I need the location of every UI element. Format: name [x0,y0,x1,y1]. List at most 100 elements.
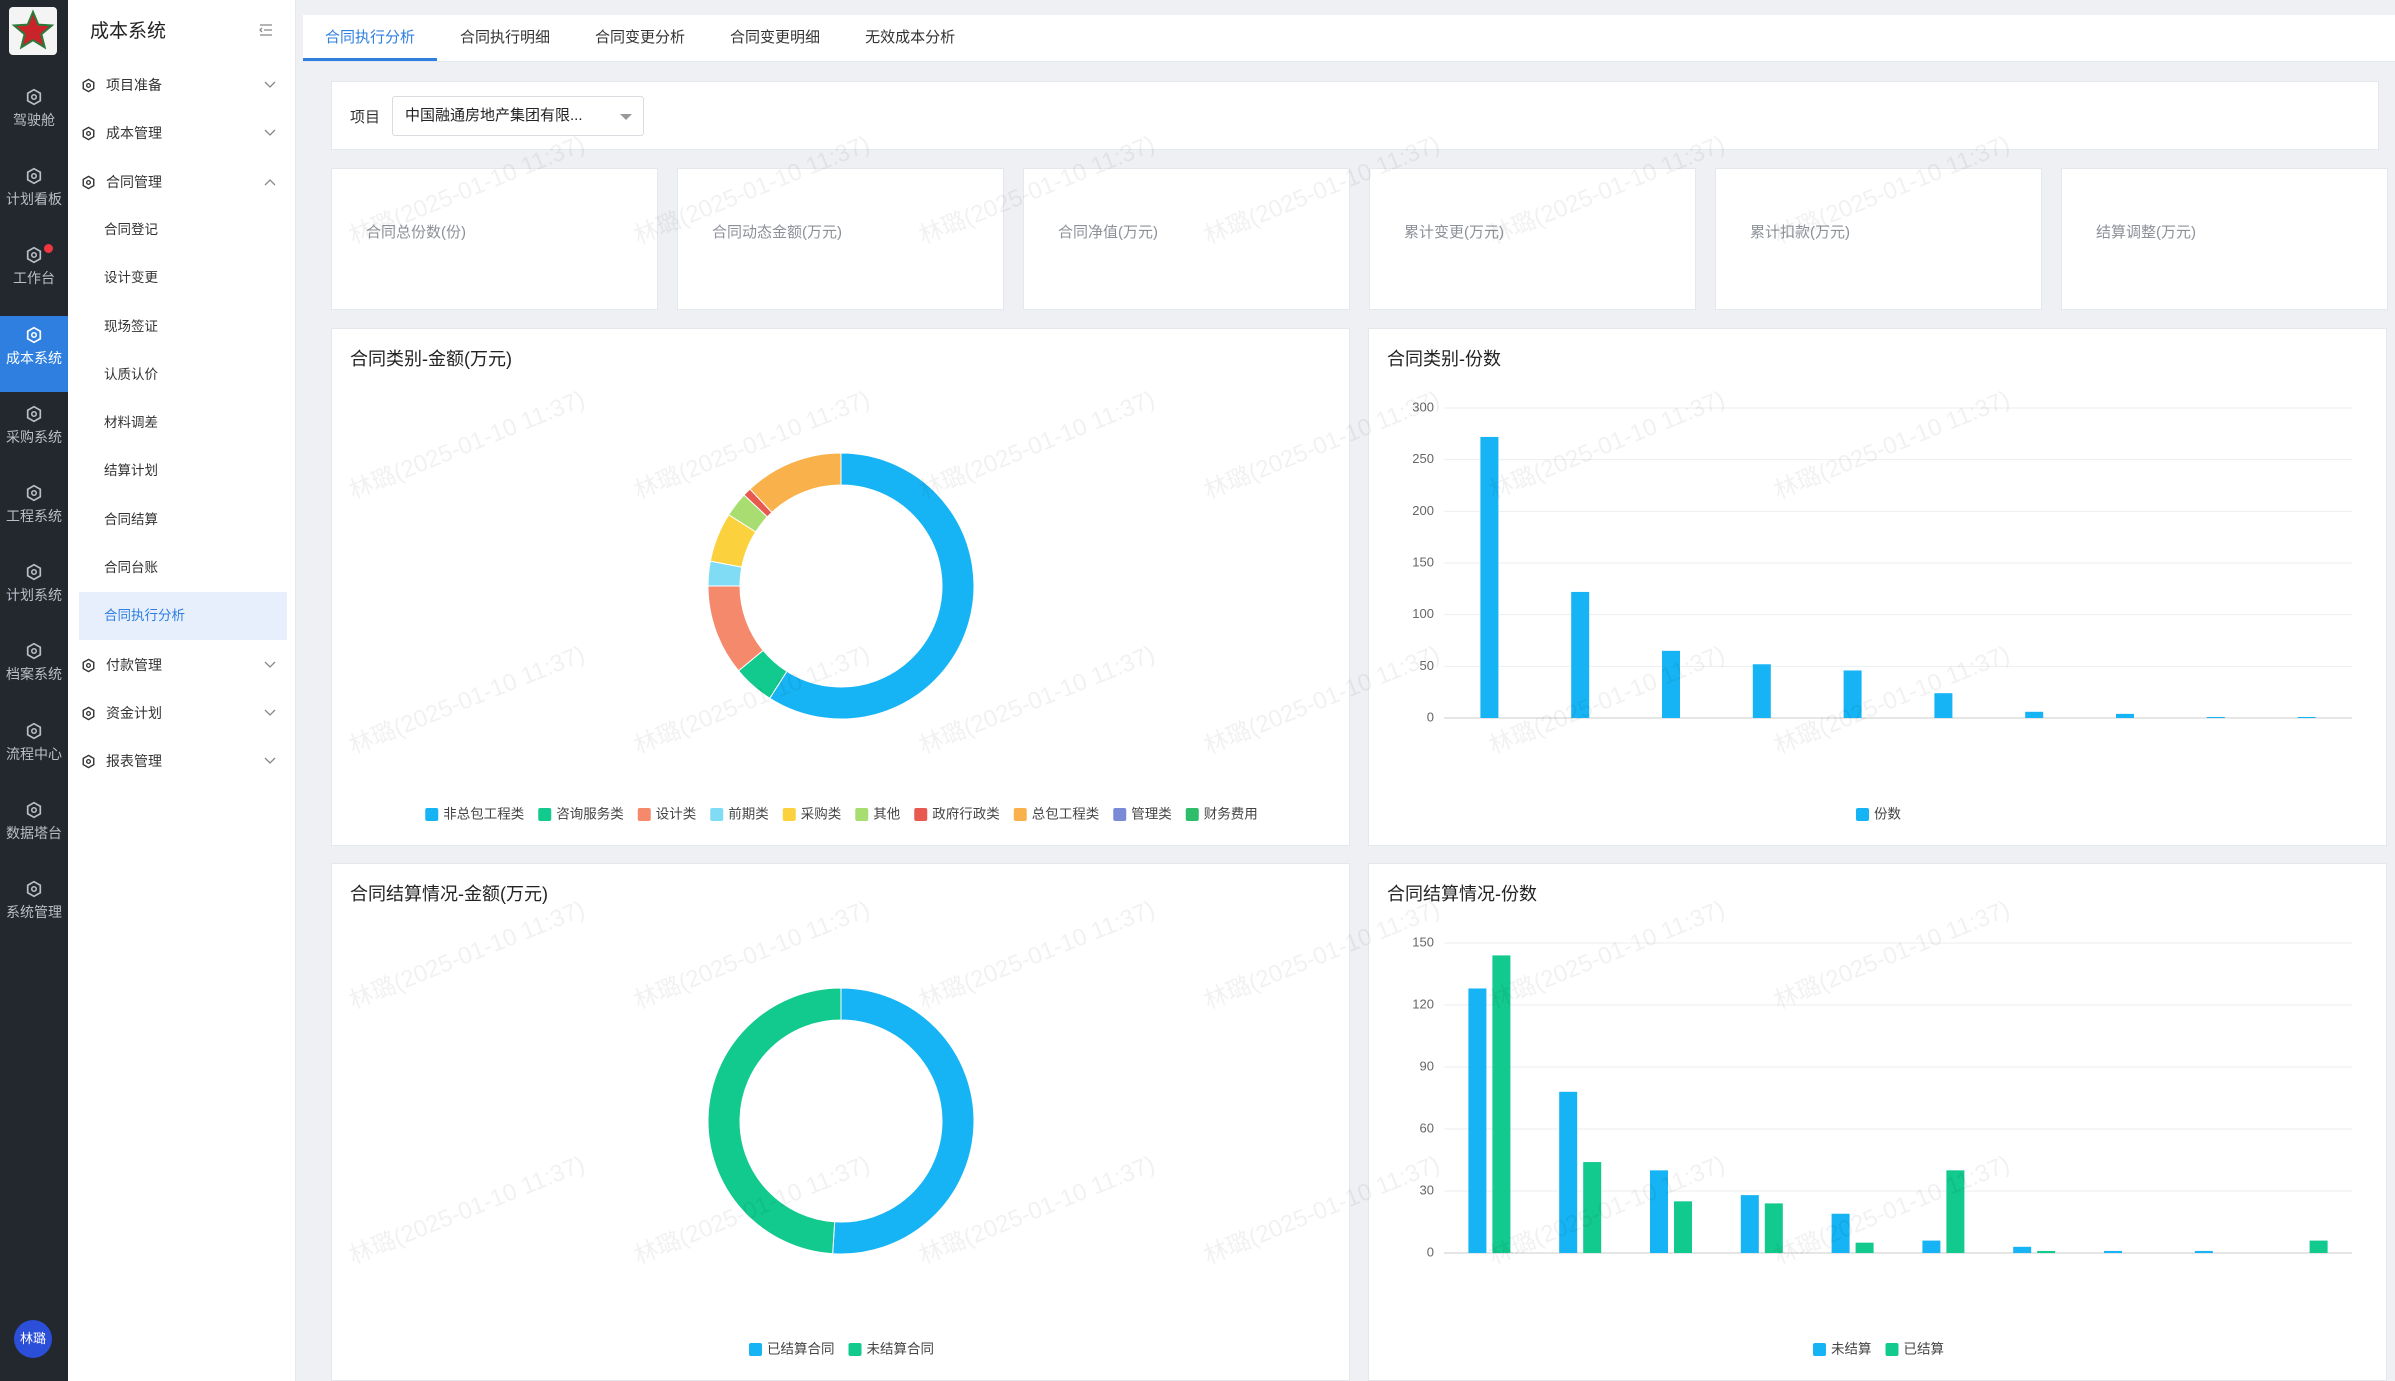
legend-label[interactable]: 前期类 [728,806,769,822]
legend-label[interactable]: 财务费用 [1204,807,1258,822]
menu-item-label: 材料调差 [104,415,158,431]
bar[interactable] [1571,591,1590,718]
legend-label[interactable]: 总包工程类 [1032,807,1100,822]
rail-item[interactable]: 采购系统 [0,395,68,471]
rail-item[interactable]: 系统管理 [0,870,68,946]
legend-label[interactable]: 未结算合同 [867,1342,935,1357]
chevron-shape [264,81,276,88]
menu-item[interactable]: 合同执行分析 [79,592,287,641]
legend-label[interactable]: 咨询服务类 [556,807,624,822]
menu-item[interactable]: 现场签证 [79,303,287,351]
menu-group-label: 项目准备 [106,77,162,93]
bar[interactable] [2025,711,2044,718]
menu-group[interactable]: 资金计划 [68,689,296,737]
icon [82,658,95,672]
chart-title: 合同结算情况-份数 [1387,884,1537,904]
menu-item[interactable]: 合同台账 [79,544,287,592]
rail-item[interactable]: 成本系统 [0,315,68,392]
icon [26,722,42,739]
donut-segment[interactable] [769,452,975,720]
bar[interactable] [2104,1250,2122,1253]
menu-item[interactable]: 合同登记 [79,206,287,254]
collapse-icon[interactable] [258,22,274,38]
icon-dot [30,252,38,259]
bar[interactable] [2037,1250,2056,1253]
menu-item-label: 认质认价 [104,366,158,382]
bar[interactable] [1492,955,1511,1253]
legend: 未结算 已结算 [1813,1342,1944,1357]
menu-group[interactable]: 付款管理 [68,641,296,689]
bar[interactable] [2309,1240,2328,1253]
rail-item[interactable]: 工程系统 [0,474,68,550]
bar[interactable] [2206,716,2225,718]
legend-swatch [1113,808,1127,821]
menu-group[interactable]: 成本管理 [68,109,296,157]
legend-label[interactable]: 管理类 [1131,807,1172,822]
logo-star [11,9,55,50]
tab[interactable]: 合同变更分析 [595,29,686,46]
project-select[interactable]: 中国融通房地产集团有限... [392,96,644,136]
bar[interactable] [1764,1203,1783,1253]
bar[interactable] [1946,1170,1965,1253]
legend-label[interactable]: 份数 [1874,807,1902,822]
rail-item[interactable]: 档案系统 [0,632,68,708]
bar[interactable] [1855,1242,1874,1253]
bar[interactable] [1674,1201,1692,1253]
kpi-card: 结算调整(万元) [2061,168,2388,310]
legend-label[interactable]: 其他 [873,807,900,822]
rail-item[interactable]: 数据塔台 [0,791,68,867]
menu-item[interactable]: 材料调差 [79,399,287,447]
rail-label: 驾驶舱 [13,112,55,128]
rail-item[interactable]: 工作台 [0,236,68,312]
rail-item[interactable]: 流程中心 [0,712,68,788]
icon-shape [26,247,42,264]
tab[interactable]: 无效成本分析 [865,29,956,46]
legend-label[interactable]: 未结算 [1831,1342,1872,1357]
menu-item[interactable]: 结算计划 [79,447,287,495]
bar[interactable] [2116,713,2134,718]
rail-item[interactable]: 计划系统 [0,553,68,629]
bar[interactable] [1559,1091,1578,1253]
menu-group[interactable]: 项目准备 [68,61,296,109]
menu-group[interactable]: 报表管理 [68,737,296,785]
legend-label[interactable]: 政府行政类 [932,807,1000,822]
rail-item[interactable]: 计划看板 [0,157,68,233]
bar[interactable] [1480,436,1499,718]
chevron-shape [264,661,276,668]
bar[interactable] [1922,1240,1941,1253]
bar[interactable] [2297,716,2316,718]
tab[interactable]: 合同变更明细 [730,29,821,46]
legend-label[interactable]: 已结算合同 [767,1342,835,1357]
avatar[interactable]: 林璐 [14,1320,52,1358]
donut-segment[interactable] [749,452,842,514]
icon-dot [85,710,92,716]
bar[interactable] [2013,1246,2032,1253]
bar[interactable] [1468,988,1487,1253]
legend-label[interactable]: 已结算 [1904,1342,1945,1357]
bar[interactable] [1583,1162,1602,1253]
menu-item-label: 合同结算 [104,511,158,527]
y-tick-label: 250 [1412,451,1434,466]
menu-group[interactable]: 合同管理 [68,158,296,206]
legend-label[interactable]: 设计类 [656,807,697,822]
icon [26,88,42,106]
bar[interactable] [1752,664,1771,718]
donut-segment[interactable] [707,987,842,1255]
donut-segment[interactable] [832,987,975,1255]
bar[interactable] [1934,693,1953,718]
menu-item[interactable]: 合同结算 [79,496,287,544]
bar[interactable] [1843,670,1862,718]
legend-label[interactable]: 非总包工程类 [443,807,524,822]
bar[interactable] [1831,1213,1850,1253]
menu-item[interactable]: 设计变更 [79,254,287,302]
bar[interactable] [1662,650,1680,718]
bar[interactable] [1740,1195,1759,1253]
tab[interactable]: 合同执行明细 [460,29,551,46]
bar[interactable] [2194,1250,2213,1253]
menu-item[interactable]: 认质认价 [79,351,287,399]
legend-label[interactable]: 采购类 [801,807,842,822]
chevron [264,81,276,88]
bar[interactable] [1650,1170,1668,1253]
rail-item[interactable]: 驾驶舱 [0,78,68,154]
tab[interactable]: 合同执行分析 [303,15,438,61]
